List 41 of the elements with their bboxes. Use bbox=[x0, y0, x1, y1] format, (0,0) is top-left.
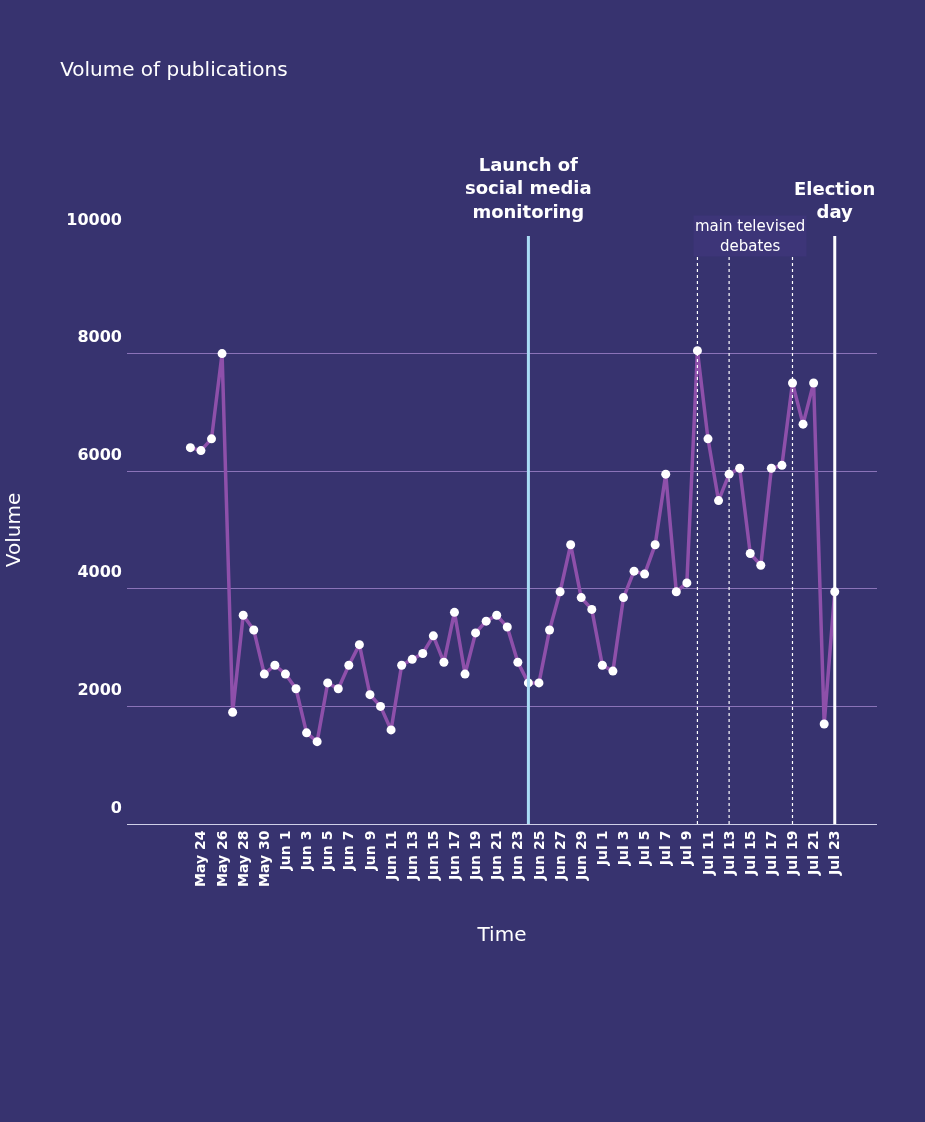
x-tick-label: Jun 5 bbox=[319, 830, 336, 872]
y-tick-label: 4000 bbox=[77, 562, 122, 582]
y-tick-label: 10000 bbox=[66, 209, 122, 229]
x-tick-label: Jun 3 bbox=[298, 830, 315, 872]
x-tick-label: Jun 19 bbox=[467, 830, 484, 882]
x-tick-label: Jul 1 bbox=[593, 830, 610, 867]
x-tick-label: Jun 29 bbox=[572, 830, 589, 882]
x-tick-label: Jul 11 bbox=[699, 830, 716, 876]
ref-line-label: Launch of social media monitoring bbox=[465, 154, 592, 222]
x-tick-label: Jun 17 bbox=[446, 830, 463, 882]
x-tick-label: May 28 bbox=[234, 830, 251, 888]
x-tick-label: Jul 7 bbox=[657, 830, 674, 867]
x-tick-label: Jul 3 bbox=[615, 830, 632, 867]
x-tick-label: Jul 23 bbox=[826, 830, 843, 876]
x-tick-label: Jun 11 bbox=[382, 830, 399, 882]
x-tick-label: Jul 19 bbox=[784, 830, 801, 876]
y-axis-title: Volume bbox=[0, 492, 25, 568]
x-tick-label: Jun 1 bbox=[277, 830, 293, 872]
x-tick-label: Jun 13 bbox=[403, 830, 420, 882]
y-tick-label: 2000 bbox=[77, 680, 122, 699]
x-tick-label: Jul 5 bbox=[636, 830, 653, 867]
x-tick-label: Jun 7 bbox=[340, 830, 357, 872]
x-tick-label: Jun 27 bbox=[551, 830, 568, 882]
chart-title: Volume of publications bbox=[60, 56, 288, 81]
x-tick-label: Jun 9 bbox=[361, 830, 378, 872]
x-tick-label: Jun 21 bbox=[488, 830, 505, 882]
x-axis-title: Time bbox=[476, 921, 527, 946]
x-tick-label: May 24 bbox=[192, 830, 209, 888]
y-tick-label: 8000 bbox=[77, 327, 122, 347]
x-tick-label: Jul 15 bbox=[741, 830, 758, 876]
x-tick-label: May 30 bbox=[255, 830, 272, 888]
x-tick-label: Jul 17 bbox=[762, 830, 779, 876]
x-tick-label: Jul 21 bbox=[805, 830, 822, 876]
x-tick-label: Jun 15 bbox=[424, 830, 441, 882]
x-tick-label: Jul 13 bbox=[720, 830, 737, 876]
y-tick-label: 6000 bbox=[77, 444, 122, 464]
x-tick-label: May 26 bbox=[213, 830, 230, 888]
x-tick-label: Jun 23 bbox=[509, 830, 526, 882]
x-tick-label: Jul 9 bbox=[678, 830, 695, 867]
x-tick-label: Jun 25 bbox=[530, 830, 547, 882]
y-tick-label: 0 bbox=[110, 797, 122, 817]
